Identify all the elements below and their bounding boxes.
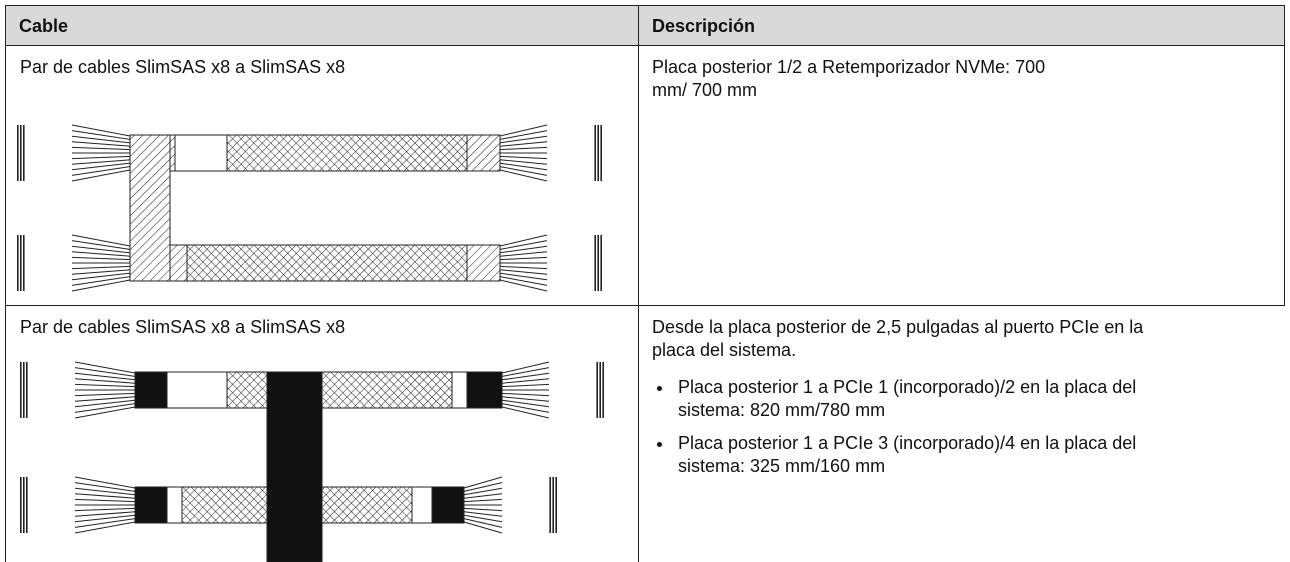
wire: [499, 269, 548, 275]
wire: [74, 399, 136, 408]
border: [5, 45, 1285, 46]
wire: [499, 166, 548, 176]
wire: [501, 403, 550, 413]
wire: [463, 507, 503, 512]
wire: [74, 521, 136, 534]
wire: [74, 361, 136, 374]
bullet-list: Placa posterior 1 a PCIe 1 (incorporado)…: [652, 376, 1162, 478]
wire: [74, 378, 136, 384]
wire: [499, 146, 548, 151]
cable-name: Par de cables SlimSAS x8 a SlimSAS x8: [20, 317, 346, 337]
border: [638, 5, 639, 562]
wire: [499, 141, 548, 147]
wire: [463, 518, 503, 528]
wire: [71, 166, 131, 176]
wire: [74, 487, 136, 496]
wire: [499, 124, 548, 137]
wire: [71, 159, 131, 165]
wire: [74, 518, 136, 528]
wire: [71, 245, 131, 254]
wire: [71, 256, 131, 261]
wire: [71, 124, 131, 137]
wire: [499, 130, 548, 140]
wire: [501, 378, 550, 384]
wire: [71, 276, 131, 286]
cable-drawing: [20, 355, 604, 562]
wire: [71, 269, 131, 275]
wire: [74, 396, 136, 402]
wire: [501, 406, 550, 419]
bullet-item: Placa posterior 1 a PCIe 3 (incorporado)…: [674, 432, 1162, 478]
header-cell: Cable: [6, 6, 638, 45]
wire: [71, 135, 131, 144]
wire: [71, 141, 131, 147]
wire: [499, 251, 548, 257]
wire: [74, 482, 136, 492]
wire: [499, 265, 548, 270]
border: [5, 5, 6, 562]
wire: [463, 498, 503, 503]
wire: [499, 234, 548, 247]
border: [5, 5, 1285, 6]
wire: [74, 367, 136, 377]
wire: [71, 169, 131, 182]
wire: [501, 399, 550, 408]
border: [5, 305, 1285, 306]
wire: [501, 396, 550, 402]
description: Desde la placa posterior de 2,5 pulgadas…: [652, 317, 1144, 360]
wire: [71, 130, 131, 140]
description-cell: Desde la placa posterior de 2,5 pulgadas…: [652, 316, 1162, 488]
wire: [71, 162, 131, 171]
wire: [499, 240, 548, 250]
wire: [71, 279, 131, 292]
wire: [499, 279, 548, 292]
wire: [463, 521, 503, 534]
wire: [74, 383, 136, 388]
wire: [74, 493, 136, 499]
wire: [499, 256, 548, 261]
wire: [463, 487, 503, 496]
wire: [71, 146, 131, 151]
bullet-item: Placa posterior 1 a PCIe 1 (incorporado)…: [674, 376, 1162, 422]
wire: [499, 169, 548, 182]
description: Placa posterior 1/2 a Retemporizador NVM…: [652, 57, 1046, 100]
wire: [463, 482, 503, 492]
wire: [74, 498, 136, 503]
wire: [74, 511, 136, 517]
wire: [71, 272, 131, 281]
wire: [501, 392, 550, 397]
cable-name: Par de cables SlimSAS x8 a SlimSAS x8: [20, 57, 346, 77]
wire: [501, 372, 550, 381]
wire: [499, 135, 548, 144]
wire: [463, 514, 503, 523]
wire: [501, 383, 550, 388]
wire: [463, 476, 503, 489]
cable-drawing: [17, 118, 602, 298]
wire: [499, 245, 548, 254]
wire: [71, 265, 131, 270]
wire: [74, 406, 136, 419]
wire: [463, 511, 503, 517]
wire: [501, 361, 550, 374]
wire: [71, 234, 131, 247]
wire: [499, 162, 548, 171]
wire: [74, 392, 136, 397]
wire: [74, 507, 136, 512]
wire: [74, 514, 136, 523]
wire: [501, 367, 550, 377]
wire: [71, 251, 131, 257]
wire: [71, 240, 131, 250]
header-cell: Descripción: [639, 6, 1284, 45]
wire: [71, 155, 131, 160]
wire: [463, 493, 503, 499]
wire: [74, 372, 136, 381]
wire: [499, 159, 548, 165]
wire: [499, 155, 548, 160]
wire: [74, 403, 136, 413]
wire: [499, 272, 548, 281]
border: [1284, 5, 1285, 305]
wire: [74, 476, 136, 489]
wire: [499, 276, 548, 286]
